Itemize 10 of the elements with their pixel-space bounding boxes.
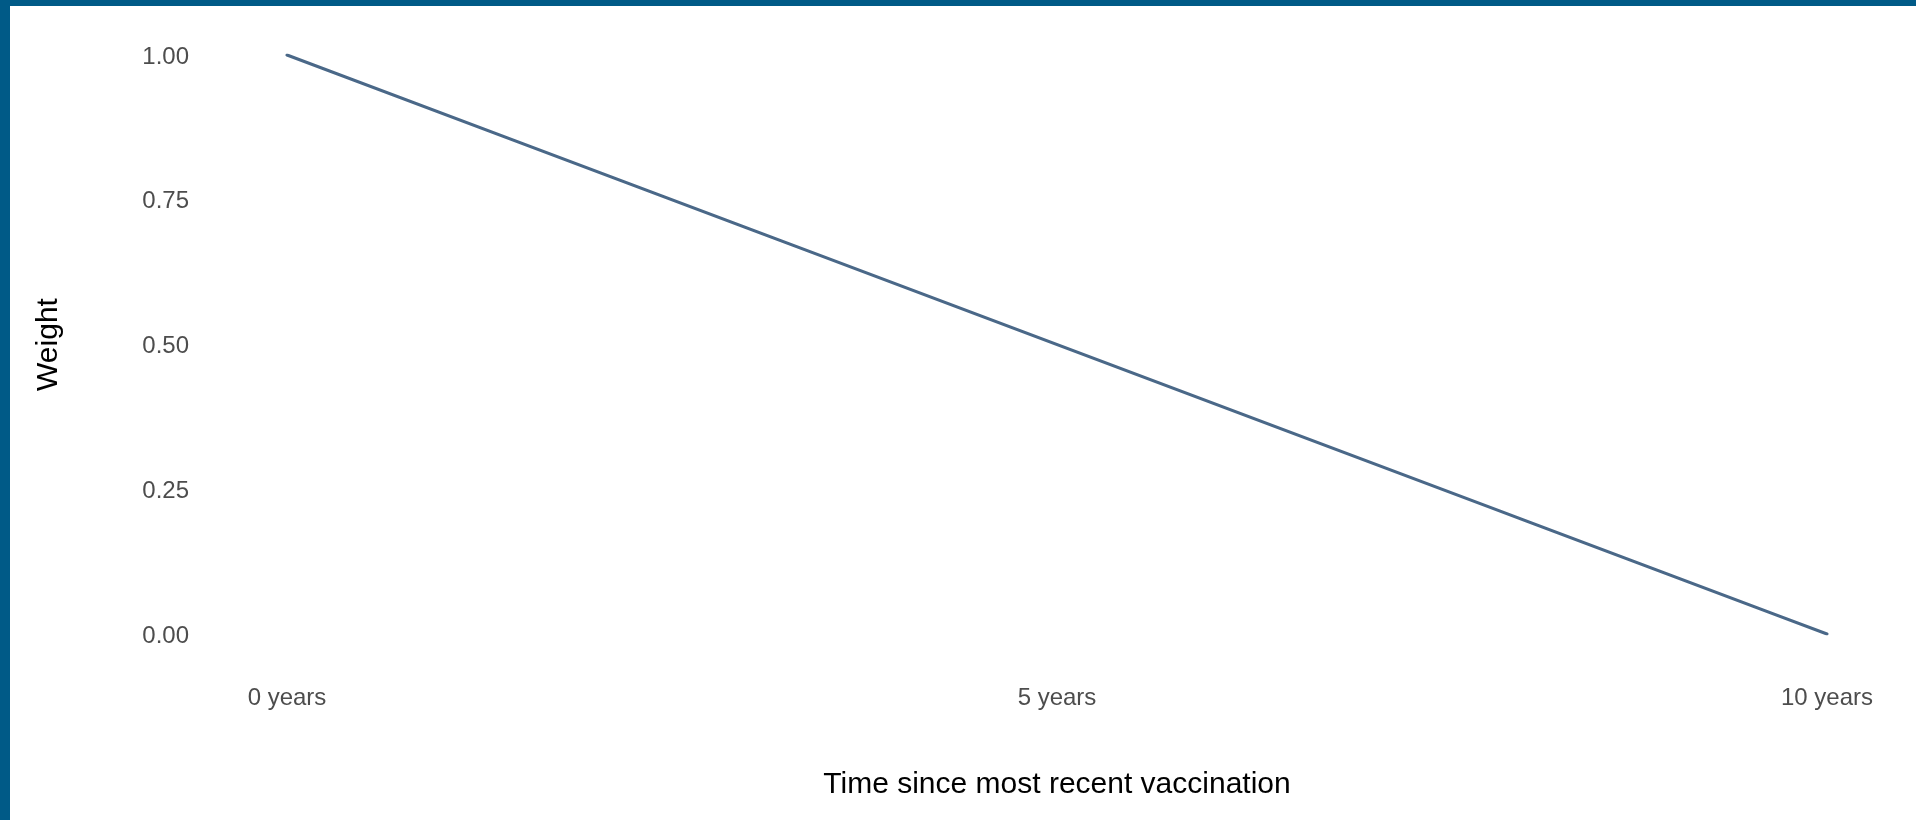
y-tick-label: 0.00 (142, 620, 189, 648)
x-tick-label: 10 years (1780, 682, 1874, 710)
x-tick-label: 0 years (247, 682, 327, 710)
x-axis-title: Time since most recent vaccination (823, 765, 1291, 799)
y-axis-title: Weight (29, 297, 63, 391)
y-tick-label: 0.50 (142, 331, 189, 358)
y-tick-label: 0.75 (142, 186, 189, 214)
x-tick-label: 5 years (1017, 682, 1097, 710)
y-tick-label: 1.00 (142, 41, 189, 69)
y-tick-label: 0.25 (142, 475, 189, 503)
